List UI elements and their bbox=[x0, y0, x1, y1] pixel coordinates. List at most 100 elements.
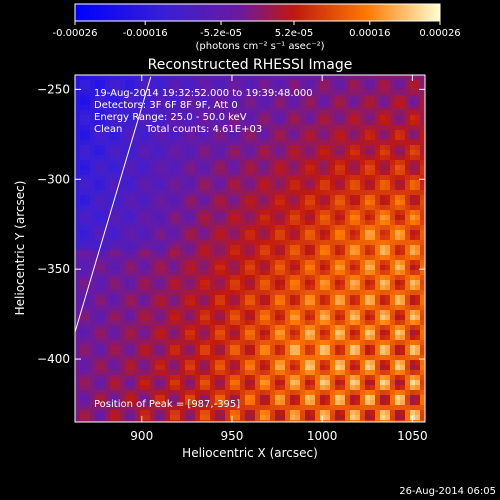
annotation-energy-range: Energy Range: 25.0 - 50.0 keV bbox=[94, 112, 247, 123]
heatmap-cell bbox=[350, 380, 355, 385]
heatmap-cell bbox=[195, 285, 200, 290]
heatmap-cell bbox=[415, 100, 420, 105]
heatmap-cell bbox=[310, 280, 315, 285]
heatmap-cell bbox=[125, 410, 130, 415]
heatmap-cell bbox=[365, 215, 370, 220]
heatmap-cell bbox=[340, 290, 345, 295]
heatmap-cell bbox=[110, 235, 115, 240]
heatmap-cell bbox=[310, 220, 315, 225]
heatmap-cell bbox=[95, 400, 100, 405]
heatmap-cell bbox=[160, 305, 165, 310]
heatmap-cell bbox=[80, 240, 85, 245]
heatmap-cell bbox=[200, 95, 205, 100]
heatmap-cell bbox=[415, 180, 420, 185]
heatmap-cell bbox=[170, 120, 175, 125]
heatmap-cell bbox=[275, 290, 280, 295]
heatmap-cell bbox=[300, 155, 305, 160]
heatmap-cell bbox=[155, 180, 160, 185]
heatmap-cell bbox=[160, 265, 165, 270]
heatmap-cell bbox=[140, 180, 145, 185]
heatmap-cell bbox=[345, 355, 350, 360]
heatmap-cell bbox=[150, 125, 155, 130]
heatmap-cell bbox=[155, 405, 160, 410]
heatmap-cell bbox=[270, 290, 275, 295]
heatmap-cell bbox=[260, 355, 265, 360]
heatmap-cell bbox=[195, 125, 200, 130]
heatmap-cell bbox=[270, 250, 275, 255]
heatmap-cell bbox=[360, 195, 365, 200]
heatmap-cell bbox=[135, 400, 140, 405]
heatmap-cell bbox=[100, 375, 105, 380]
heatmap-cell bbox=[145, 130, 150, 135]
heatmap-cell bbox=[90, 200, 95, 205]
heatmap-cell bbox=[325, 420, 330, 422]
heatmap-cell bbox=[230, 385, 235, 390]
heatmap-cell bbox=[380, 360, 385, 365]
heatmap-cell bbox=[150, 235, 155, 240]
heatmap-cell bbox=[420, 390, 425, 395]
heatmap-cell bbox=[365, 340, 370, 345]
heatmap-cell bbox=[355, 175, 360, 180]
heatmap-cell bbox=[400, 205, 405, 210]
heatmap-cell bbox=[255, 305, 260, 310]
heatmap-cell bbox=[190, 175, 195, 180]
heatmap-cell bbox=[200, 295, 205, 300]
heatmap-cell bbox=[260, 420, 265, 422]
heatmap-cell bbox=[225, 415, 230, 420]
heatmap-cell bbox=[110, 155, 115, 160]
heatmap-cell bbox=[310, 250, 315, 255]
heatmap-cell bbox=[80, 155, 85, 160]
heatmap-cell bbox=[120, 200, 125, 205]
heatmap-cell bbox=[250, 235, 255, 240]
heatmap-cell bbox=[110, 270, 115, 275]
heatmap-cell bbox=[95, 310, 100, 315]
heatmap-cell bbox=[315, 185, 320, 190]
heatmap-cell bbox=[205, 80, 210, 85]
heatmap-cell bbox=[230, 110, 235, 115]
heatmap-cell bbox=[340, 165, 345, 170]
heatmap-cell bbox=[300, 180, 305, 185]
heatmap-cell bbox=[115, 190, 120, 195]
heatmap-cell bbox=[265, 365, 270, 370]
heatmap-cell bbox=[95, 120, 100, 125]
heatmap-cell bbox=[385, 135, 390, 140]
heatmap-cell bbox=[215, 335, 220, 340]
heatmap-cell bbox=[145, 285, 150, 290]
heatmap-cell bbox=[300, 105, 305, 110]
heatmap-cell bbox=[90, 220, 95, 225]
heatmap-cell bbox=[75, 345, 80, 350]
heatmap-cell bbox=[110, 125, 115, 130]
heatmap-cell bbox=[130, 115, 135, 120]
heatmap-cell bbox=[335, 215, 340, 220]
heatmap-cell bbox=[145, 330, 150, 335]
heatmap-cell bbox=[245, 165, 250, 170]
heatmap-cell bbox=[95, 390, 100, 395]
heatmap-cell bbox=[385, 375, 390, 380]
heatmap-cell bbox=[420, 155, 425, 160]
heatmap-cell bbox=[305, 250, 310, 255]
heatmap-cell bbox=[160, 345, 165, 350]
heatmap-cell bbox=[245, 400, 250, 405]
heatmap-cell bbox=[180, 95, 185, 100]
heatmap-cell bbox=[320, 335, 325, 340]
heatmap-cell bbox=[310, 105, 315, 110]
heatmap-cell bbox=[315, 205, 320, 210]
heatmap-cell bbox=[270, 245, 275, 250]
heatmap-cell bbox=[190, 255, 195, 260]
heatmap-cell bbox=[220, 165, 225, 170]
heatmap-cell bbox=[215, 270, 220, 275]
heatmap-cell bbox=[105, 185, 110, 190]
heatmap-cell bbox=[335, 400, 340, 405]
heatmap-cell bbox=[155, 380, 160, 385]
heatmap-cell bbox=[345, 230, 350, 235]
heatmap-cell bbox=[185, 140, 190, 145]
heatmap-cell bbox=[150, 265, 155, 270]
heatmap-cell bbox=[210, 385, 215, 390]
heatmap-cell bbox=[325, 160, 330, 165]
heatmap-cell bbox=[355, 170, 360, 175]
heatmap-cell bbox=[210, 325, 215, 330]
heatmap-cell bbox=[415, 315, 420, 320]
heatmap-cell bbox=[325, 100, 330, 105]
heatmap-cell bbox=[325, 280, 330, 285]
heatmap-cell bbox=[380, 80, 385, 85]
